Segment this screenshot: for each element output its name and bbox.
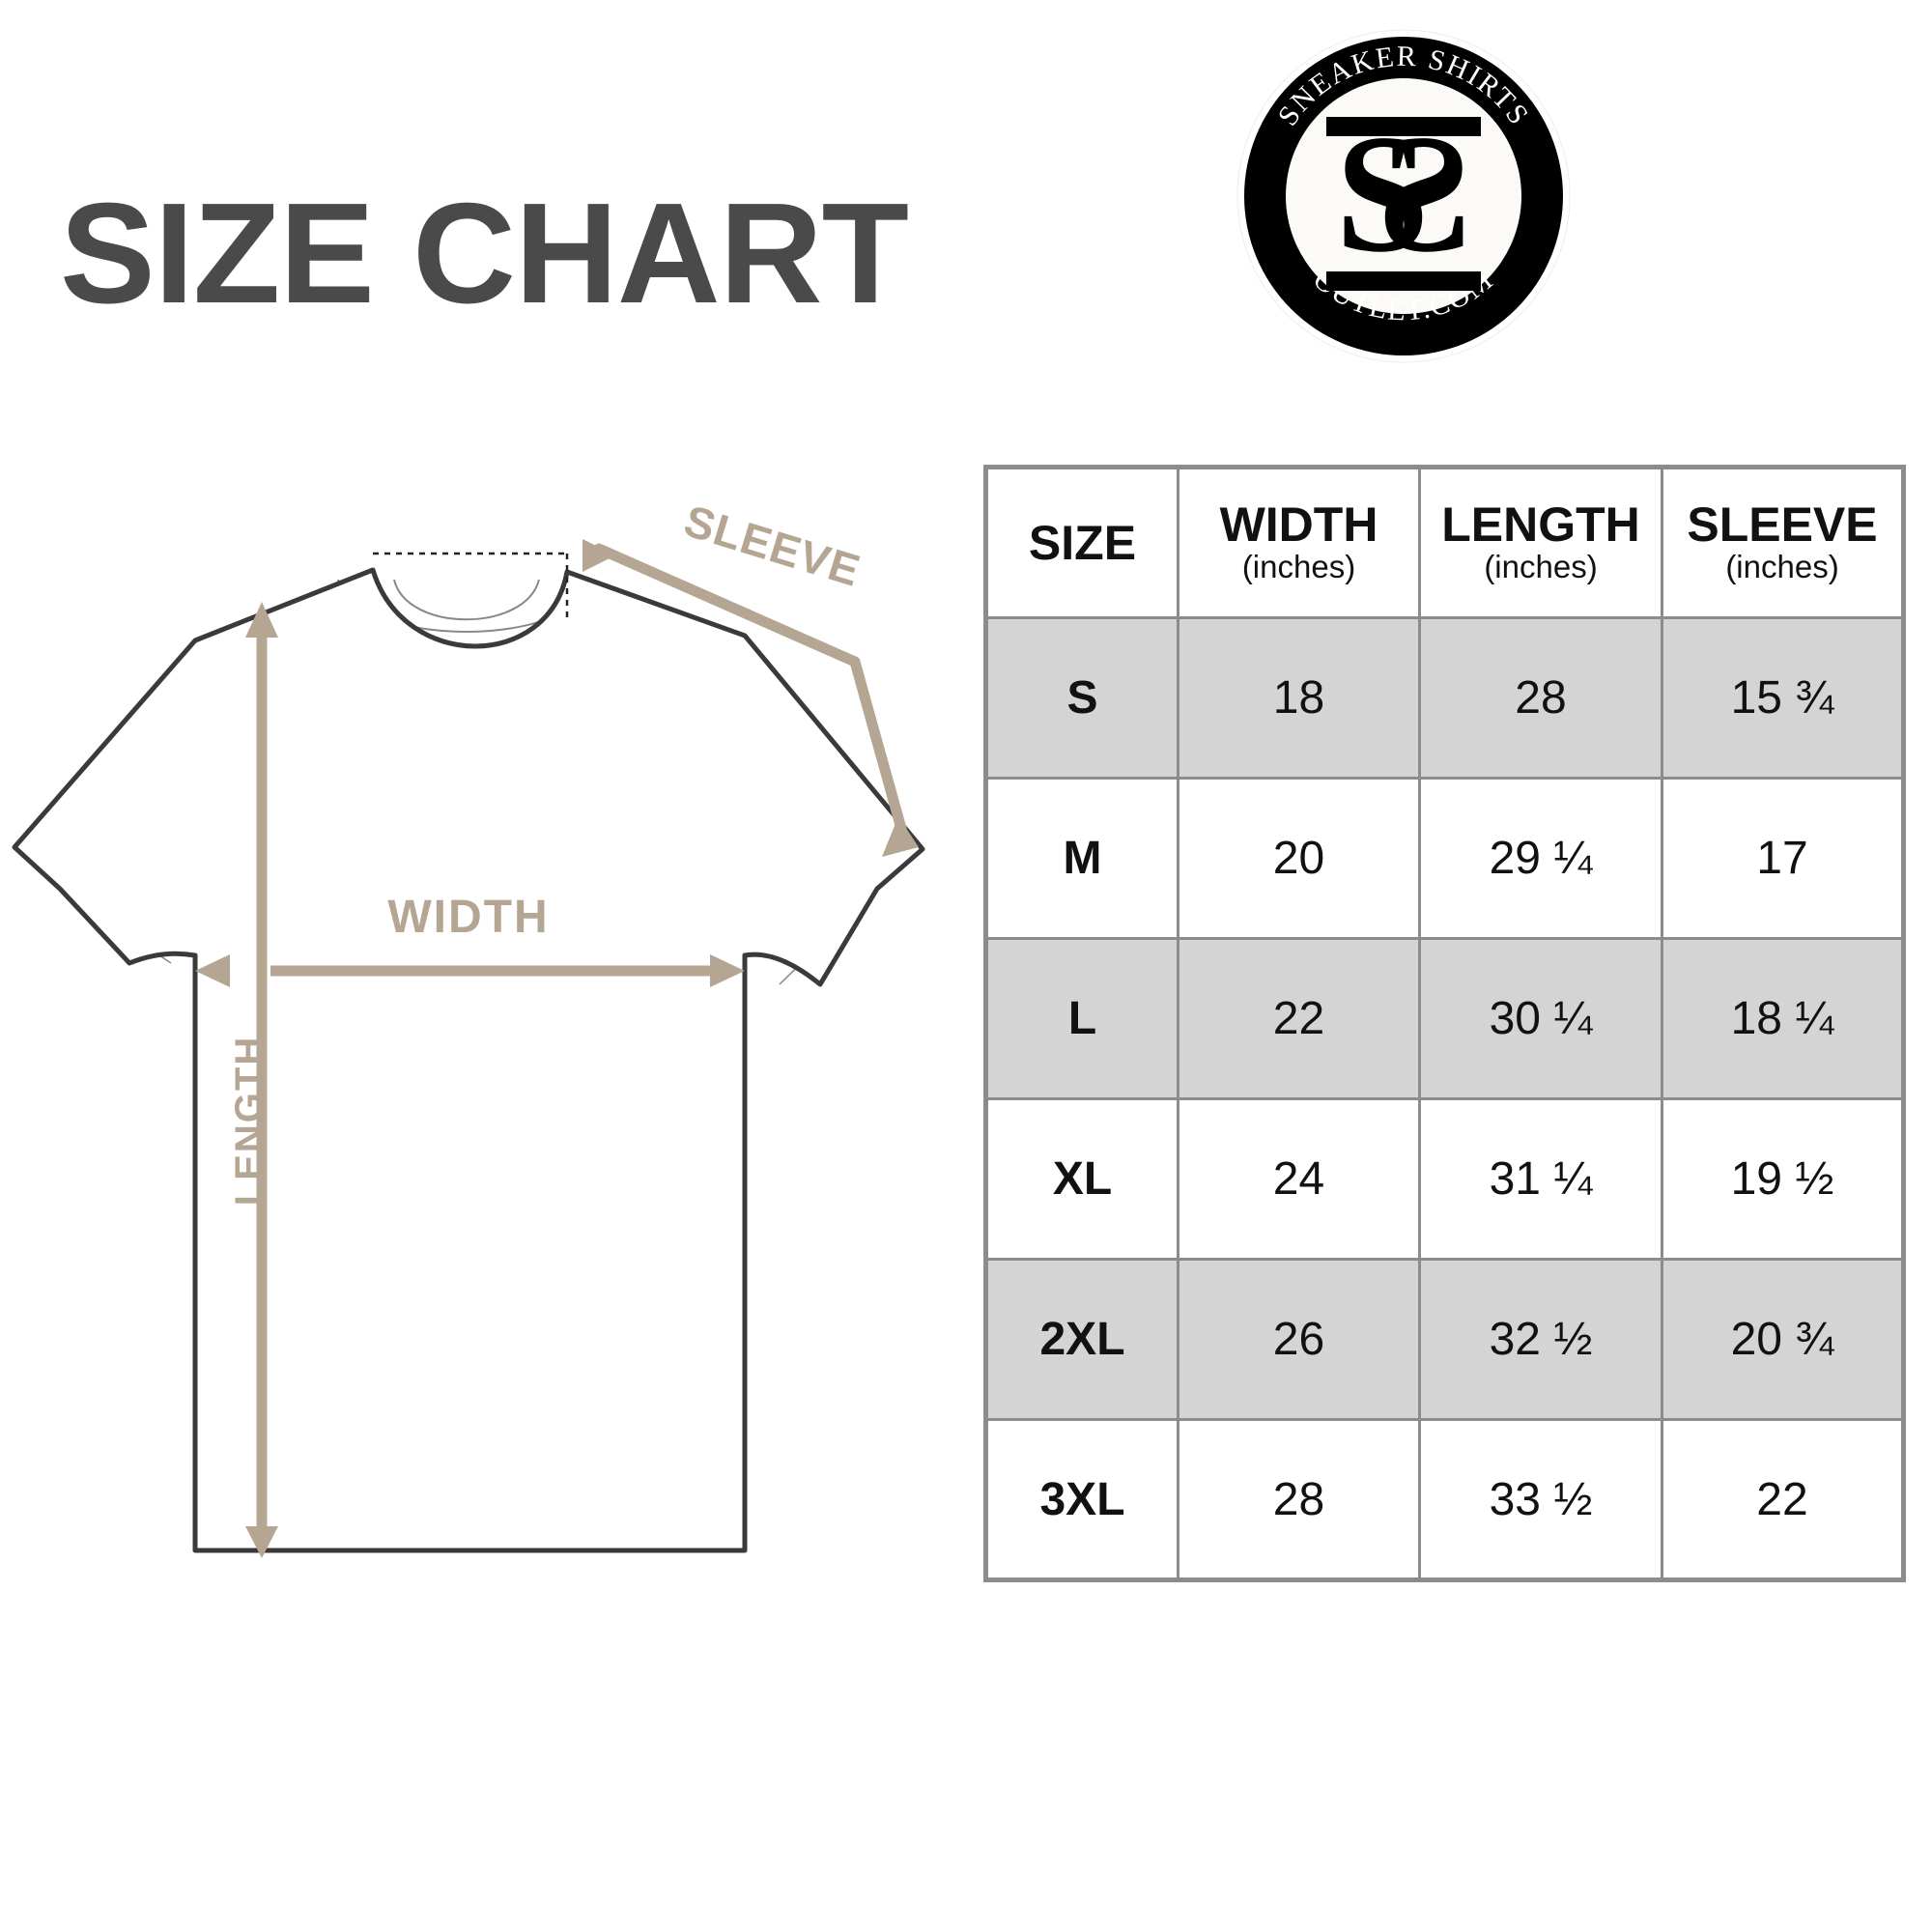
- svg-text:LENGTH: LENGTH: [228, 1036, 270, 1206]
- svg-text:S: S: [1378, 99, 1471, 287]
- svg-text:SLEEVE: SLEEVE: [678, 495, 867, 596]
- svg-text:WIDTH: WIDTH: [387, 892, 549, 943]
